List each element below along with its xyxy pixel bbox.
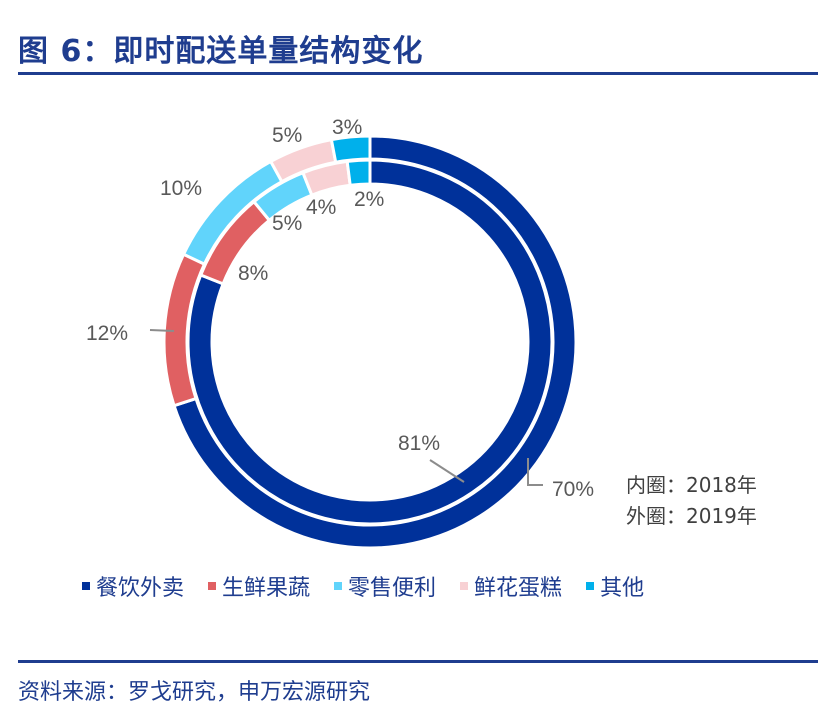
legend-item: 鲜花蛋糕: [460, 570, 562, 602]
outer-slice-4: [329, 134, 372, 164]
legend-label: 零售便利: [348, 576, 437, 601]
leader-line-inner-0: [429, 459, 465, 483]
note-outer: 外圈：2019年: [626, 504, 757, 528]
legend-item: 餐饮外卖: [82, 570, 184, 602]
outer-data-label-2: 10%: [160, 177, 202, 200]
legend-swatch: [82, 582, 90, 590]
legend-label: 鲜花蛋糕: [474, 576, 563, 601]
outer-data-label-3: 5%: [272, 124, 302, 147]
leader-line-outer-0: [527, 458, 543, 486]
inner-data-label-2: 5%: [272, 212, 302, 235]
inner-slice-4: [345, 158, 372, 187]
source-divider: [18, 660, 818, 663]
legend-swatch: [586, 582, 595, 590]
leader-line-outer-1: [149, 329, 175, 332]
title-divider: [18, 72, 818, 75]
inner-data-label-0: 81%: [398, 432, 440, 455]
inner-data-label-1: 8%: [238, 262, 268, 285]
outer-data-label-1: 12%: [86, 322, 128, 345]
legend-swatch: [208, 582, 217, 590]
legend-item: 其他: [586, 570, 644, 602]
legend-swatch: [460, 582, 469, 590]
outer-data-label-4: 3%: [332, 116, 362, 139]
note-inner: 内圈：2018年: [626, 473, 757, 497]
donut-chart: 81%8%5%4% 2%70%12%10%5% 3%: [86, 116, 594, 550]
legend: 餐饮外卖 生鲜果蔬 零售便利 鲜花蛋糕 其他: [82, 570, 644, 602]
legend-item: 生鲜果蔬: [208, 570, 310, 602]
source-note: 资料来源：罗戈研究，申万宏源研究: [18, 680, 371, 705]
legend-swatch: [334, 582, 343, 590]
legend-item: 零售便利: [334, 570, 436, 602]
outer-data-label-0: 70%: [552, 478, 594, 501]
legend-label: 其他: [600, 576, 645, 601]
legend-label: 生鲜果蔬: [222, 576, 311, 601]
inner-data-label-4: 2%: [354, 188, 384, 211]
inner-data-label-3: 4%: [306, 196, 336, 219]
ring-note: 内圈：2018年 外圈：2019年: [626, 470, 757, 532]
legend-label: 餐饮外卖: [96, 576, 185, 601]
chart-title: 图 6：即时配送单量结构变化: [18, 34, 424, 69]
